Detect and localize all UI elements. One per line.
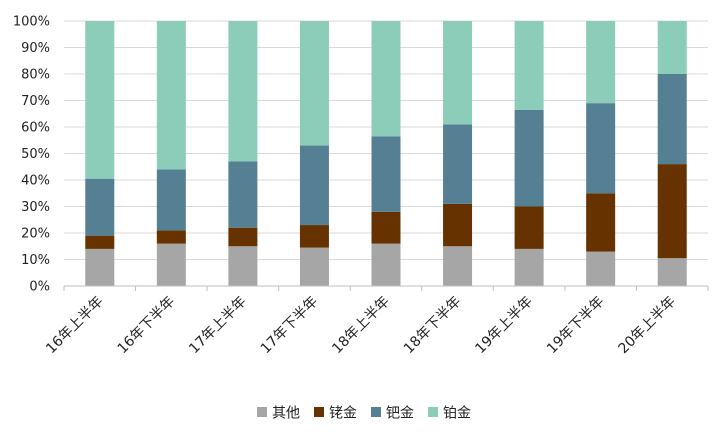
bar-segment bbox=[156, 21, 186, 170]
legend-item: 铂金 bbox=[428, 406, 471, 422]
bar-segment bbox=[156, 230, 186, 244]
y-tick-label: 20% bbox=[21, 227, 50, 242]
y-tick-label: 10% bbox=[21, 253, 50, 268]
bar-segment bbox=[371, 21, 401, 137]
x-tick-label: 19年上半年 bbox=[472, 294, 536, 358]
bar-segment bbox=[371, 243, 401, 286]
x-axis-tick-labels: 16年上半年 16年下半年 17年上半年 17年下半年 18年上半年 18年下半年 19年上… bbox=[43, 294, 679, 358]
bars-layer bbox=[85, 21, 687, 286]
y-tick-label: 50% bbox=[21, 147, 50, 162]
bar-segment bbox=[514, 248, 544, 286]
bar-segment bbox=[586, 251, 616, 286]
legend-label: 铂金 bbox=[443, 406, 471, 422]
y-tick-label: 80% bbox=[21, 68, 50, 83]
bar-segment bbox=[299, 225, 329, 248]
bar-segment bbox=[657, 164, 687, 259]
bar-segment bbox=[85, 178, 115, 236]
bar-segment bbox=[371, 211, 401, 244]
bar-segment bbox=[85, 21, 115, 179]
x-tick-label: 20年上半年 bbox=[616, 294, 680, 358]
y-axis-tick-labels: 0% 10% 20% 30% 40% 50% 60% 70% 80% 90% 100% bbox=[13, 15, 50, 295]
y-tick-label: 100% bbox=[13, 15, 50, 30]
legend-item: 钯金 bbox=[371, 406, 414, 422]
y-tick-label: 0% bbox=[29, 280, 50, 295]
x-tick-label: 18年下半年 bbox=[401, 294, 465, 358]
bar-segment bbox=[156, 169, 186, 231]
legend-swatch bbox=[428, 407, 438, 417]
legend-swatch bbox=[371, 407, 381, 417]
x-tick-label: 16年上半年 bbox=[43, 294, 107, 358]
bar-segment bbox=[228, 246, 258, 286]
bar-segment bbox=[586, 193, 616, 252]
x-tick-label: 16年下半年 bbox=[115, 294, 179, 358]
bar-segment bbox=[228, 161, 258, 228]
x-tick-label: 18年上半年 bbox=[329, 294, 393, 358]
bar-segment bbox=[228, 21, 258, 162]
bar-segment bbox=[299, 21, 329, 146]
legend-label: 钯金 bbox=[386, 406, 414, 422]
y-tick-label: 70% bbox=[21, 94, 50, 109]
y-tick-label: 30% bbox=[21, 200, 50, 215]
bar-segment bbox=[586, 103, 616, 194]
x-tick-label: 19年下半年 bbox=[544, 294, 608, 358]
legend: 其他 铑金 钯金 铂金 bbox=[257, 406, 471, 422]
bar-segment bbox=[85, 235, 115, 249]
bar-segment bbox=[156, 243, 186, 286]
bar-segment bbox=[443, 246, 473, 286]
bar-segment bbox=[657, 21, 687, 74]
axis-layer bbox=[63, 285, 709, 291]
bar-segment bbox=[586, 21, 616, 104]
y-tick-label: 40% bbox=[21, 174, 50, 189]
bar-segment bbox=[657, 74, 687, 165]
legend-item: 铑金 bbox=[314, 406, 357, 422]
x-tick-label: 17年下半年 bbox=[258, 294, 322, 358]
legend-item: 其他 bbox=[257, 406, 300, 422]
bar-segment bbox=[443, 203, 473, 247]
bar-segment bbox=[657, 258, 687, 286]
bar-segment bbox=[443, 124, 473, 204]
bar-segment bbox=[85, 248, 115, 286]
bar-segment bbox=[514, 206, 544, 249]
bar-segment bbox=[299, 247, 329, 286]
bar-segment bbox=[514, 21, 544, 110]
bar-segment bbox=[228, 227, 258, 247]
legend-swatch bbox=[314, 407, 324, 417]
bar-segment bbox=[514, 109, 544, 207]
bar-segment bbox=[371, 136, 401, 212]
legend-swatch bbox=[257, 407, 267, 417]
x-tick-label: 17年上半年 bbox=[186, 294, 250, 358]
bar-segment bbox=[299, 145, 329, 226]
y-tick-label: 60% bbox=[21, 121, 50, 136]
legend-label: 铑金 bbox=[329, 406, 357, 422]
legend-label: 其他 bbox=[272, 406, 300, 422]
bar-segment bbox=[443, 21, 473, 125]
y-tick-label: 90% bbox=[21, 41, 50, 56]
